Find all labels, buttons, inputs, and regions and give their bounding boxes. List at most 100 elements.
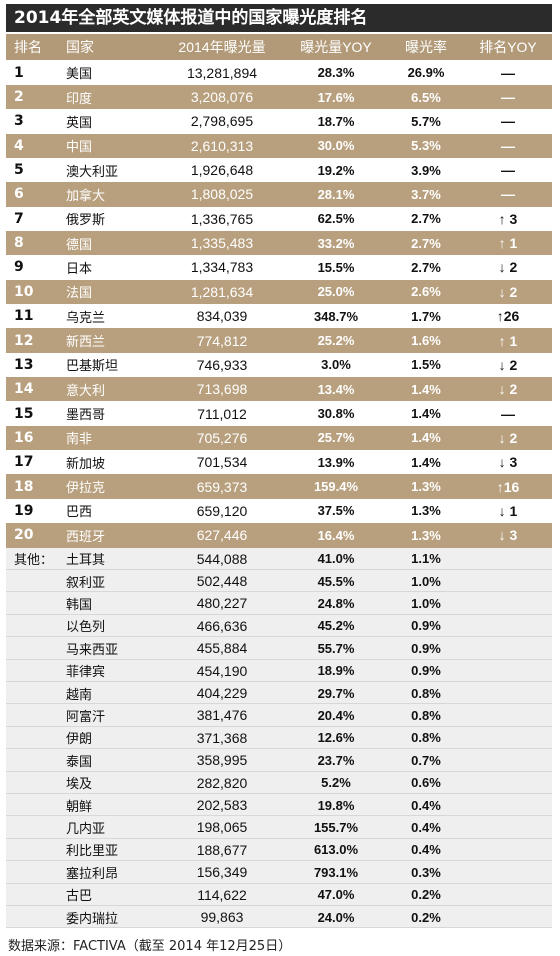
table-row: 韩国 480,227 24.8% 1.0% [6,592,552,615]
country-cell: 澳大利亚 [66,164,119,180]
exposure-cell: 114,622 [197,886,247,903]
row-divider [6,568,552,570]
table-title: 2014年全部英文媒体报道中的国家曝光度排名 [6,4,552,32]
rank-yoy-cell: — [501,113,515,130]
country-cell: 新西兰 [66,335,106,351]
country-cell: 委内瑞拉 [66,911,119,927]
table-row: 18 伊拉克 659,373 159.4% 1.3% ↑16 [6,474,552,499]
table-row: 朝鲜 202,583 19.8% 0.4% [6,793,552,817]
exposure-yoy-cell: 30.0% [317,138,355,154]
exposure-yoy-cell: 25.2% [317,333,355,349]
rank-cell: 13 [14,356,34,373]
table-row: 1 美国 13,281,894 28.3% 26.9% — [6,60,552,85]
exposure-yoy-cell: 41.0% [317,551,355,567]
exposure-cell: 466,636 [196,617,248,634]
exposure-cell: 480,227 [196,595,248,612]
exposure-yoy-cell: 45.5% [317,573,355,589]
country-cell: 朝鲜 [66,799,93,815]
country-cell: 西班牙 [66,529,106,545]
rank-yoy-cell: ↓ 2 [498,259,518,276]
exposure-cell: 627,446 [196,527,248,544]
country-cell: 土耳其 [66,553,106,569]
rate-cell: 1.1% [411,551,441,567]
country-cell: 伊朗 [66,732,93,748]
exposure-yoy-cell: 18.7% [317,113,355,129]
rate-cell: 0.6% [411,775,441,791]
others-label: 其他： [14,553,54,569]
source-note: 数据来源：FACTIVA（截至 2014 年12月25日） [8,939,292,954]
rank-cell: 6 [14,186,24,203]
rate-cell: 1.4% [411,454,441,470]
exposure-yoy-cell: 28.3% [317,65,355,81]
header-rate: 曝光率 [405,39,447,55]
table-row: 其他： 土耳其 544,088 41.0% 1.1% [6,547,552,570]
rate-cell: 1.3% [411,479,441,495]
exposure-yoy-cell: 13.9% [317,454,355,470]
exposure-yoy-cell: 18.9% [317,663,355,679]
exposure-cell: 371,368 [196,729,248,746]
row-divider [6,860,552,862]
exposure-cell: 1,335,483 [190,235,254,252]
exposure-yoy-cell: 47.0% [317,887,355,903]
country-cell: 俄罗斯 [66,213,106,229]
rank-yoy-cell: ↓ 2 [498,429,518,446]
table-row: 13 巴基斯坦 746,933 3.0% 1.5% ↓ 2 [6,352,552,378]
rate-cell: 6.5% [411,89,441,105]
rate-cell: 26.9% [407,65,445,81]
rank-cell: 10 [14,283,34,300]
table-row: 8 德国 1,335,483 33.2% 2.7% ↑ 1 [6,230,552,256]
exposure-yoy-cell: 5.2% [321,775,351,791]
country-cell: 巴基斯坦 [66,359,119,375]
exposure-yoy-cell: 13.4% [317,381,355,397]
exposure-cell: 659,120 [196,502,248,519]
exposure-cell: 3,208,076 [190,89,254,106]
table-row: 19 巴西 659,120 37.5% 1.3% ↓ 1 [6,498,552,524]
exposure-yoy-cell: 62.5% [317,211,355,227]
exposure-cell: 188,677 [196,841,248,858]
country-cell: 加拿大 [66,188,106,204]
rank-cell: 18 [14,478,34,495]
country-cell: 泰国 [66,754,93,770]
rank-cell: 7 [14,210,24,227]
rate-cell: 0.8% [411,685,441,701]
row-divider [6,770,552,772]
exposure-cell: 282,820 [196,774,248,791]
table-row: 15 墨西哥 711,012 30.8% 1.4% — [6,401,552,426]
exposure-cell: 711,012 [197,405,247,422]
exposure-yoy-cell: 28.1% [317,186,355,202]
exposure-yoy-cell: 25.0% [317,284,355,300]
country-cell: 英国 [66,115,93,131]
rate-cell: 1.3% [411,527,441,543]
rank-yoy-cell: ↑16 [496,478,520,495]
rate-cell: 0.9% [411,663,441,679]
table-row: 3 英国 2,798,695 18.7% 5.7% — [6,109,552,134]
row-divider [6,815,552,817]
rate-cell: 0.7% [411,752,441,768]
table-row: 2 印度 3,208,076 17.6% 6.5% — [6,84,552,110]
row-divider [6,927,552,929]
exposure-yoy-cell: 24.8% [317,595,355,611]
header-exposure-yoy: 曝光量YOY [300,39,372,55]
rank-yoy-cell: ↑ 1 [498,235,518,252]
rate-cell: 1.3% [411,503,441,519]
row-divider [6,792,552,794]
exposure-cell: 1,926,648 [190,162,254,179]
rate-cell: 3.9% [411,162,441,178]
exposure-cell: 454,190 [196,662,248,679]
row-divider [6,837,552,839]
rank-yoy-cell: — [501,162,515,179]
rank-cell: 5 [14,162,24,179]
table-row: 5 澳大利亚 1,926,648 19.2% 3.9% — [6,157,552,183]
exposure-cell: 1,334,783 [190,259,254,276]
country-cell: 德国 [66,237,93,253]
row-divider [6,725,552,727]
exposure-cell: 156,349 [196,864,248,881]
header-rank: 排名 [14,40,42,56]
exposure-yoy-cell: 15.5% [317,259,355,275]
exposure-cell: 502,448 [196,573,248,590]
table-row: 16 南非 705,276 25.7% 1.4% ↓ 2 [6,425,552,451]
country-cell: 伊拉克 [66,481,106,497]
rate-cell: 0.9% [411,618,441,634]
exposure-yoy-cell: 23.7% [317,752,355,768]
exposure-yoy-cell: 45.2% [317,618,355,634]
